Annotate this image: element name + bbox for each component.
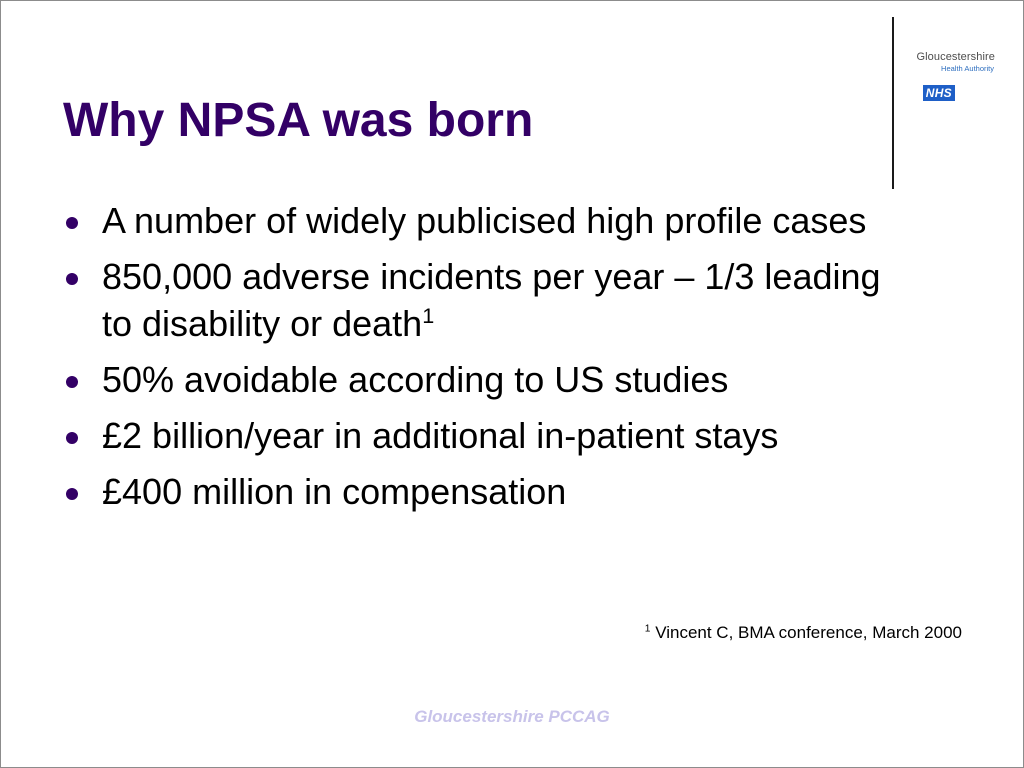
footnote: 1 Vincent C, BMA conference, March 2000 — [645, 623, 962, 643]
bullet-list: A number of widely publicised high profi… — [61, 197, 891, 524]
footnote-marker: 1 — [644, 623, 651, 635]
vertical-divider — [892, 17, 894, 189]
bullet-text: £2 billion/year in additional in-patient… — [102, 415, 779, 456]
bullet-text: A number of widely publicised high profi… — [102, 200, 867, 241]
footnote-text: Vincent C, BMA conference, March 2000 — [650, 623, 962, 642]
bullet-item: 850,000 adverse incidents per year – 1/3… — [61, 253, 891, 347]
slide-footer: Gloucestershire PCCAG — [414, 707, 610, 726]
bullet-text: 50% avoidable according to US studies — [102, 359, 729, 400]
bullet-item: 50% avoidable according to US studies — [61, 356, 891, 403]
organisation-logo: Gloucestershire Health Authority NHS — [916, 51, 995, 102]
bullet-item: £2 billion/year in additional in-patient… — [61, 412, 891, 459]
logo-organisation-subtitle: Health Authority — [941, 64, 994, 73]
bullet-item: A number of widely publicised high profi… — [61, 197, 891, 244]
bullet-superscript: 1 — [422, 303, 435, 328]
bullet-item: £400 million in compensation — [61, 468, 891, 515]
slide-title: Why NPSA was born — [63, 94, 534, 147]
bullet-text: 850,000 adverse incidents per year – 1/3… — [102, 256, 881, 344]
logo-organisation-name: Gloucestershire — [916, 51, 995, 63]
nhs-badge: NHS — [922, 85, 955, 101]
bullet-text: £400 million in compensation — [102, 471, 567, 512]
